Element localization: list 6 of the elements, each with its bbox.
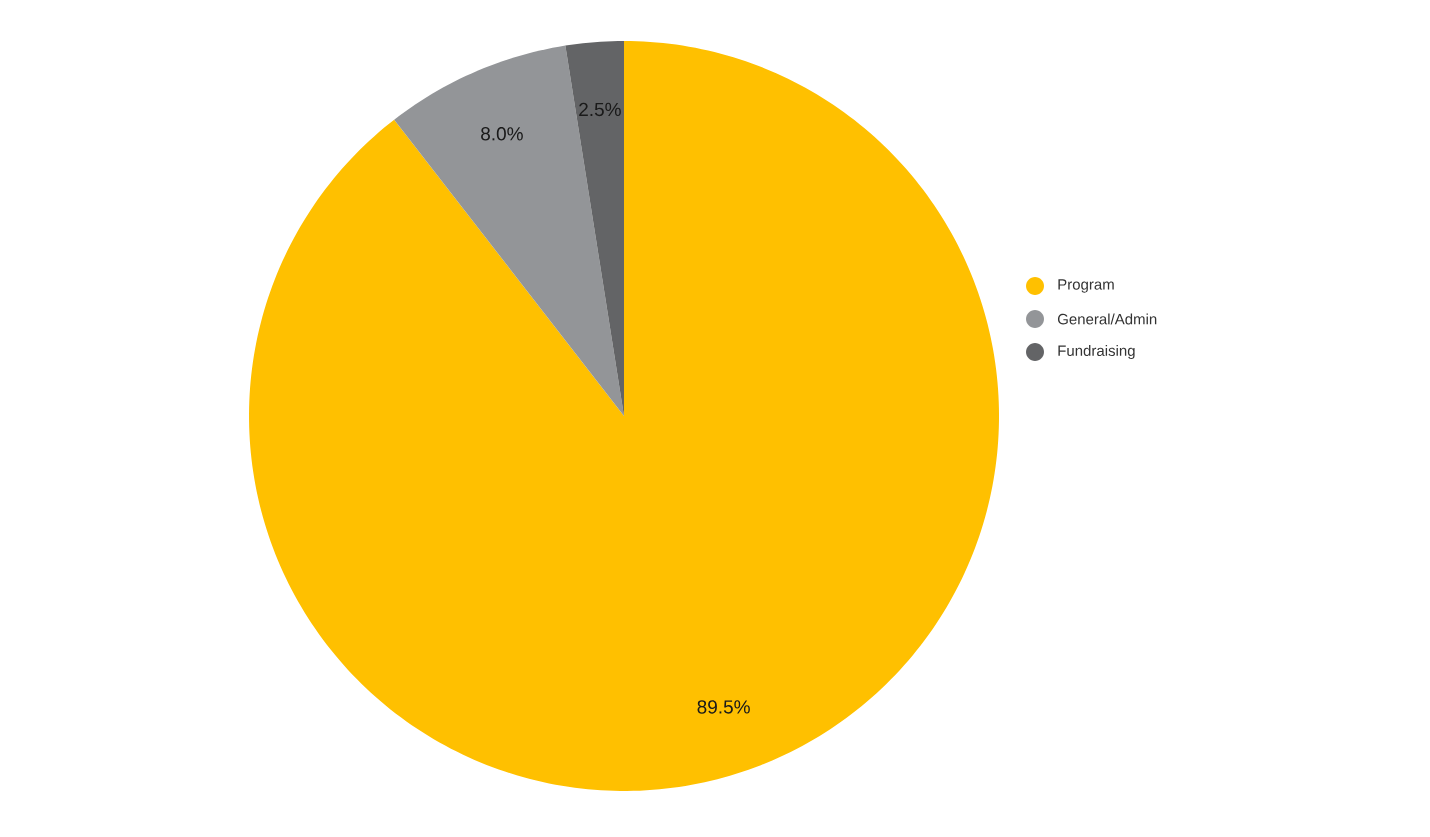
data-label: 2.5%: [579, 102, 621, 117]
legend-label: Program: [1058, 279, 1114, 293]
legend-label: Fundraising: [1058, 344, 1135, 359]
legend-label: General/Admin: [1057, 313, 1157, 325]
data-label: 89.5%: [697, 700, 750, 714]
data-label: 8.0%: [481, 127, 523, 141]
